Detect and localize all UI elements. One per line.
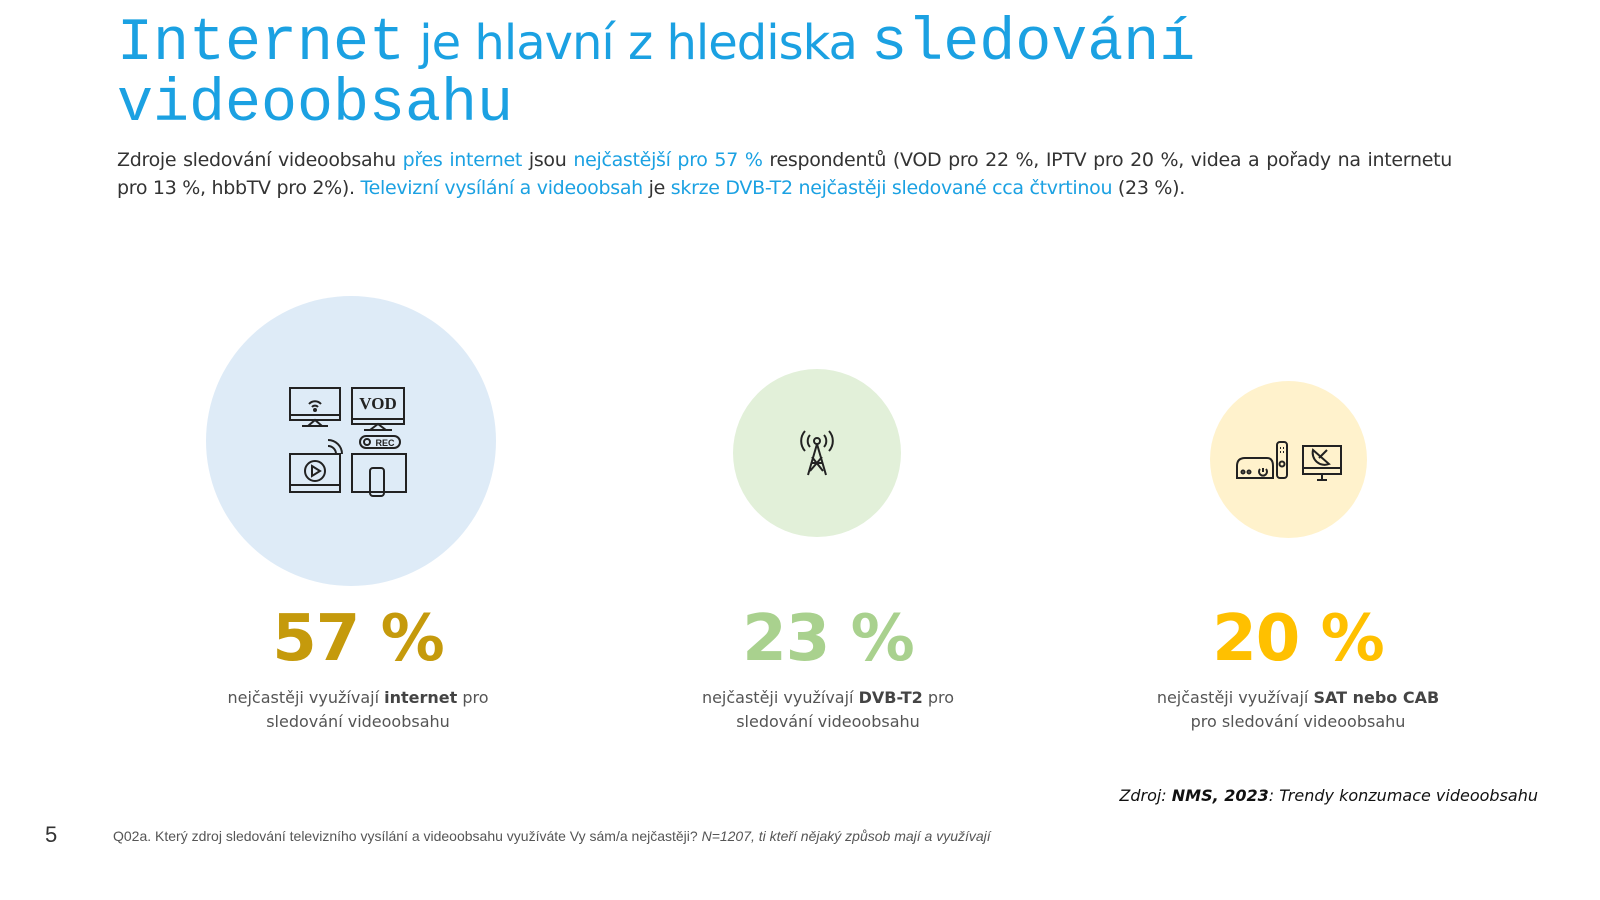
- lead-paragraph: Zdroje sledování videoobsahu přes intern…: [117, 149, 1453, 199]
- dvbt2-percentage: 23 %: [742, 602, 914, 676]
- title-line-2: videoobsahu: [117, 74, 1567, 136]
- title-part: sledování: [871, 10, 1196, 78]
- dvbt2-circle: [733, 369, 901, 537]
- title-part: Internet: [117, 10, 406, 78]
- source-note: Zdroj: NMS, 2023: Trendy konzumace video…: [1119, 786, 1538, 805]
- vod-label: VOD: [359, 394, 396, 413]
- tv-wifi-vod-rec-icon: VOD REC: [289, 386, 407, 497]
- sat-cab-percentage: 20 %: [1212, 602, 1384, 676]
- dvbt2-caption: nejčastěji využívají DVB-T2 pro sledování…: [701, 688, 955, 731]
- internet-percentage: 57 %: [272, 602, 444, 676]
- internet-caption: nejčastěji využívají internet pro sledová…: [227, 688, 489, 731]
- title-part: videoobsahu: [117, 71, 514, 139]
- internet-circle: VOD REC: [206, 296, 496, 586]
- footnote: Q02a. Který zdroj sledování televizního …: [113, 828, 991, 844]
- title-line-1: Internet je hlavní z hlediska sledování: [117, 12, 1567, 75]
- antenna-tower-icon: [800, 430, 834, 476]
- settop-box-satellite-icon: [1235, 440, 1342, 481]
- page-number: 5: [45, 822, 58, 847]
- sat-cab-caption: nejčastěji využívají SAT nebo CAB pro sle…: [1156, 688, 1440, 731]
- rec-label: REC: [375, 438, 395, 448]
- slide-title: Internet je hlavní z hlediska sledování …: [117, 12, 1567, 136]
- title-part: je hlavní z hlediska: [405, 15, 872, 71]
- sat-cab-circle: [1210, 381, 1367, 538]
